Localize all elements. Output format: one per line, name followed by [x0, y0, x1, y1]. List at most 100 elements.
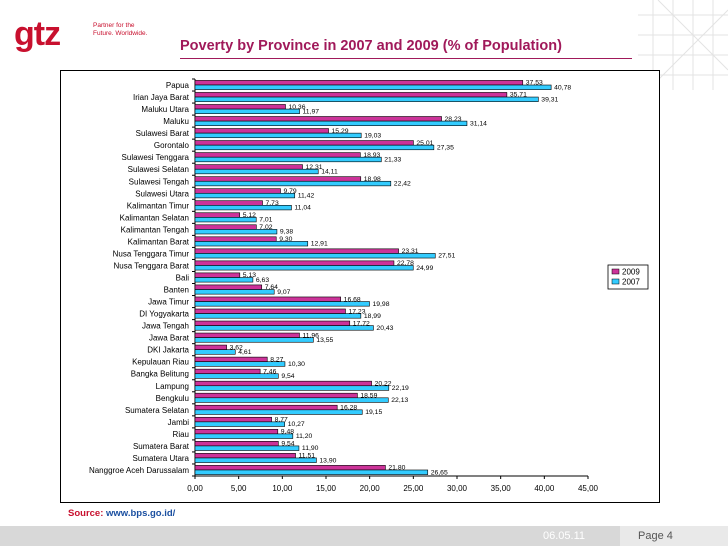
legend-label-2007: 2007: [622, 278, 640, 287]
bar-2009: [194, 465, 386, 471]
data-label-2009: 23,31: [402, 248, 419, 255]
data-label-2009: 20,22: [375, 380, 392, 387]
data-label-2009: 18,98: [364, 176, 381, 183]
data-label-2009: 21,80: [388, 465, 405, 472]
logo-tagline: Partner for the Future. Worldwide.: [93, 22, 148, 37]
data-label-2007: 19,03: [364, 132, 381, 139]
bar-2007: [194, 289, 275, 295]
bar-2007: [194, 120, 468, 127]
bar-2009: [194, 368, 261, 375]
data-label-2007: 22,13: [391, 397, 408, 404]
source-note: Source: www.bps.go.id/: [68, 508, 175, 519]
category-label: Kepulauan Riau: [132, 358, 189, 367]
data-label-2007: 19,98: [372, 301, 389, 308]
category-label: Sumatera Utara: [133, 454, 190, 463]
data-label-2009: 9,48: [281, 429, 294, 436]
bar-2009: [194, 344, 227, 350]
bar-2009: [194, 188, 281, 194]
bar-2007: [194, 156, 382, 163]
bar-2009: [194, 164, 303, 170]
category-label: Riau: [173, 430, 189, 439]
bar-2007: [194, 192, 296, 199]
category-label: DKI Jakarta: [147, 346, 189, 355]
category-label: Sulawesi Utara: [135, 189, 189, 198]
data-label-2007: 10,27: [288, 421, 305, 428]
x-tick-label: 30,00: [447, 484, 468, 493]
data-label-2009: 9,54: [281, 441, 294, 448]
data-label-2007: 13,55: [316, 337, 333, 344]
bar-2007: [194, 445, 300, 451]
bar-2007: [194, 168, 319, 175]
data-label-2009: 9,30: [279, 236, 292, 243]
data-label-2007: 19,15: [365, 409, 382, 416]
bar-2007: [194, 84, 552, 90]
footer-date: 06.05.11: [543, 530, 586, 542]
category-label: Jawa Timur: [148, 298, 189, 307]
data-label-2007: 9,07: [277, 289, 290, 296]
legend-swatch-2009: [611, 268, 620, 275]
source-link[interactable]: www.bps.go.id/: [106, 508, 176, 519]
bar-2007: [194, 229, 278, 235]
bar-2009: [194, 140, 414, 146]
bar-2009: [194, 224, 257, 230]
decorative-grid-icon: [638, 0, 728, 90]
bar-2009: [194, 380, 372, 387]
x-tick-label: 40,00: [534, 484, 555, 493]
category-label: Bali: [176, 274, 190, 283]
data-label-2007: 11,42: [298, 193, 315, 200]
data-label-2007: 18,99: [364, 313, 381, 320]
bar-2009: [194, 284, 263, 290]
data-label-2007: 21,33: [384, 156, 401, 163]
category-label: DI Yogyakarta: [139, 310, 189, 319]
bar-2007: [194, 469, 429, 475]
category-label: Jambi: [168, 418, 190, 427]
bar-2009: [194, 200, 263, 206]
bar-2007: [194, 385, 390, 391]
data-label-2009: 16,28: [340, 405, 357, 412]
data-label-2009: 18,93: [363, 152, 380, 159]
category-label: Papua: [166, 81, 190, 90]
data-label-2009: 22,78: [397, 260, 414, 267]
data-label-2009: 8,27: [270, 356, 283, 363]
bar-2009: [194, 308, 346, 314]
data-label-2007: 4,61: [238, 349, 251, 356]
bar-2009: [194, 392, 358, 399]
data-label-2007: 22,19: [392, 385, 409, 392]
data-label-2009: 17,72: [353, 320, 370, 327]
category-label: Kalimantan Timur: [127, 201, 190, 210]
data-label-2009: 8,77: [275, 417, 288, 424]
x-tick-label: 15,00: [316, 484, 337, 493]
data-label-2007: 9,38: [280, 229, 293, 236]
bar-2009: [194, 248, 399, 254]
bar-2009: [194, 416, 272, 423]
category-label: Sulawesi Barat: [136, 129, 190, 138]
category-label: Jawa Barat: [149, 334, 190, 343]
legend-swatch-2007: [611, 278, 620, 285]
bar-2009: [194, 236, 277, 242]
bar-2007: [194, 144, 435, 151]
page-number-box: Page 4: [620, 526, 728, 546]
x-tick-label: 20,00: [360, 484, 381, 493]
category-label: Sulawesi Tenggara: [122, 153, 190, 162]
x-tick-label: 0,00: [187, 484, 203, 493]
x-tick-label: 5,00: [231, 484, 247, 493]
data-label-2009: 35,71: [510, 92, 527, 99]
data-label-2007: 6,63: [256, 277, 269, 284]
category-label: Maluku Utara: [141, 105, 189, 114]
bar-2009: [194, 212, 241, 218]
category-label: Kalimantan Tengah: [121, 225, 189, 234]
data-label-2009: 11,96: [302, 332, 319, 339]
legend-label-2009: 2009: [622, 268, 640, 277]
bar-2009: [194, 116, 442, 122]
bar-2009: [194, 272, 241, 278]
bar-2007: [194, 132, 362, 139]
bar-2009: [194, 356, 268, 363]
bar-2009: [194, 428, 279, 435]
logo-wordmark: gtz: [14, 15, 61, 53]
footer-bar: 06.05.11 Page 4: [0, 526, 728, 546]
category-label: Sumatera Barat: [133, 442, 190, 451]
bar-2007: [194, 180, 392, 187]
category-label: Bengkulu: [156, 394, 189, 403]
data-label-2009: 10,36: [288, 104, 305, 111]
category-label: Maluku: [163, 117, 189, 126]
